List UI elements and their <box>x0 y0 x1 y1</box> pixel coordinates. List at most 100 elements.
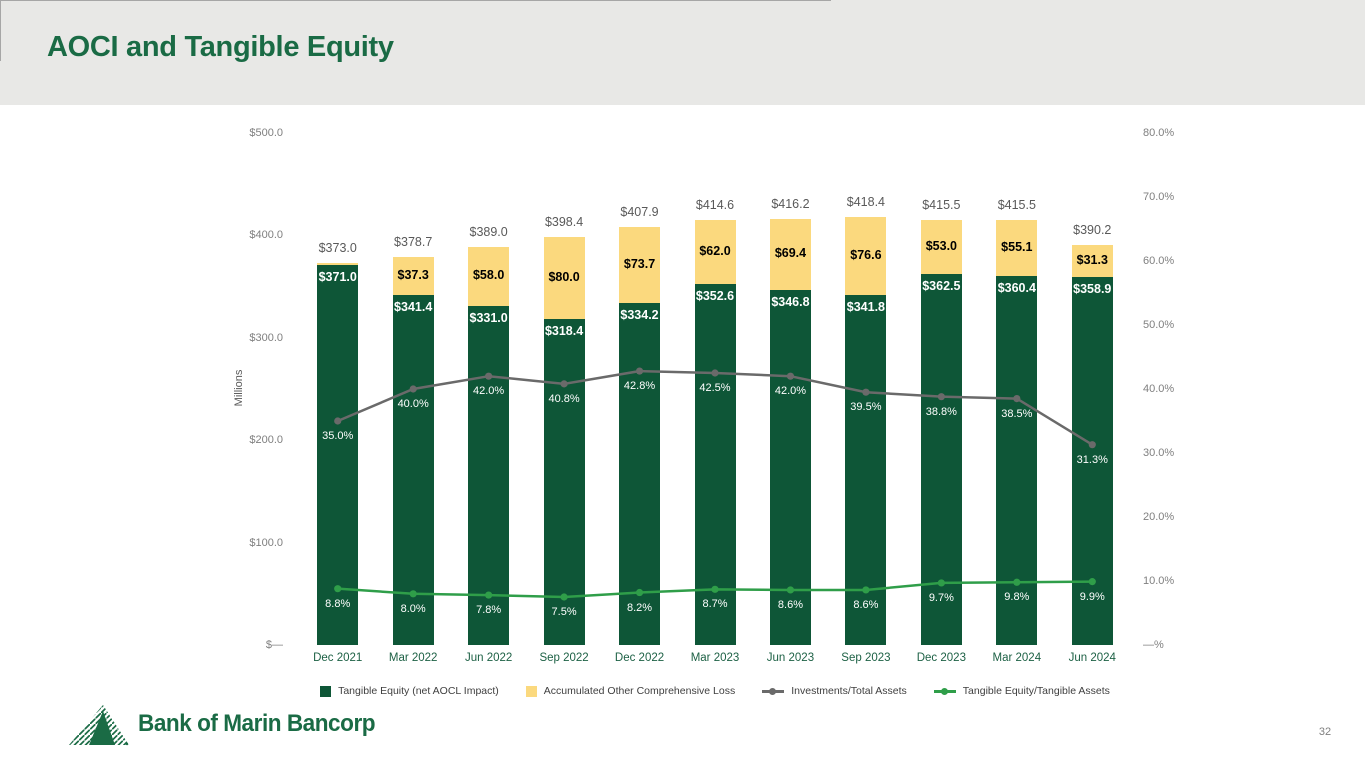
legend-label: Tangible Equity/Tangible Assets <box>962 685 1110 697</box>
bar-segment-tangible-equity <box>317 265 359 645</box>
line-point-label: 7.8% <box>476 604 502 617</box>
legend-line-marker <box>769 687 777 695</box>
bar-total-label: $415.5 <box>922 197 961 212</box>
x-axis-tick <box>0 21 1 26</box>
x-axis-tick <box>0 46 1 51</box>
legend-item: Accumulated Other Comprehensive Loss <box>525 685 735 697</box>
legend-square-swatch <box>525 685 537 697</box>
bar-total-label: $407.9 <box>620 205 659 220</box>
bar-segment-tangible-equity <box>468 306 510 645</box>
bar-aocl-label: $58.0 <box>472 268 505 283</box>
right-axis-tick-label: 80.0% <box>1143 127 1175 139</box>
line-point-label: 42.5% <box>699 382 731 394</box>
line-data-point <box>862 586 870 594</box>
bar-total-label: $418.4 <box>846 194 886 209</box>
line-point-label: 42.0% <box>774 385 807 398</box>
line-point-label: 8.6% <box>777 598 803 611</box>
line-data-point <box>409 590 417 598</box>
line-data-point <box>334 417 342 425</box>
line-point-label: 40.8% <box>548 392 580 405</box>
bar-tangible-equity-label: $334.2 <box>620 307 659 322</box>
line-point-label: 40.0% <box>397 398 429 410</box>
line-data-point <box>937 393 945 401</box>
x-axis-tick <box>0 6 1 11</box>
company-logo-text: Bank of Marin Bancorp <box>138 710 376 737</box>
left-axis-tick-label: $400.0 <box>249 229 283 242</box>
bar-total-label: $378.7 <box>394 235 433 250</box>
bar-segment-tangible-equity <box>694 283 736 645</box>
slide-header-band: AOCI and Tangible Equity <box>0 0 1365 105</box>
x-axis-category-label: Sep 2022 <box>539 652 589 664</box>
bar-aocl-label: $37.3 <box>397 268 429 283</box>
line-point-label: 38.8% <box>925 405 957 418</box>
line-data-point <box>1088 578 1096 586</box>
legend-item: Tangible Equity (net AOCL Impact) <box>320 685 499 697</box>
x-axis-category-label: Jun 2023 <box>766 652 815 664</box>
legend-line-swatch <box>933 687 956 696</box>
bar-segment-aocl <box>769 218 811 290</box>
x-axis-category-label: Jun 2024 <box>1068 652 1116 664</box>
line-data-point <box>937 579 945 587</box>
left-axis-tick-label: $500.0 <box>249 127 283 139</box>
line-point-label: 39.5% <box>850 401 882 414</box>
x-axis-category-label: Dec 2022 <box>614 652 665 664</box>
x-axis-category-label: Sep 2023 <box>841 652 891 664</box>
bar-segment-tangible-equity <box>543 318 585 645</box>
x-axis-line <box>0 0 831 1</box>
legend-item: Investments/Total Assets <box>762 685 907 697</box>
bar-tangible-equity-label: $358.9 <box>1073 282 1112 297</box>
bar-total-label: $373.0 <box>318 241 357 256</box>
x-axis-category-label: Dec 2021 <box>313 652 363 664</box>
bar-segment-aocl <box>317 263 359 266</box>
overlay-lines <box>334 367 1096 601</box>
line-point-label: 9.9% <box>1079 590 1105 603</box>
left-axis-tick-label: $300.0 <box>249 331 283 344</box>
line-data-point <box>786 372 795 380</box>
bar-tangible-equity-label: $360.4 <box>997 280 1036 295</box>
bar-segment-tangible-equity <box>619 302 661 645</box>
right-axis-tick-label: 60.0% <box>1143 255 1175 267</box>
x-axis-category-label: Mar 2022 <box>388 652 438 664</box>
line-data-point <box>485 372 493 380</box>
line-data-point <box>334 585 342 593</box>
bar-aocl-label: $80.0 <box>548 269 580 284</box>
right-axis-tick-label: 30.0% <box>1143 447 1175 459</box>
page-number: 32 <box>1318 726 1332 738</box>
line-data-point <box>786 586 795 594</box>
x-axis-tick <box>0 56 1 61</box>
line-point-label: 8.6% <box>853 598 879 611</box>
line-point-label: 8.0% <box>400 602 426 615</box>
right-axis-tick-label: 20.0% <box>1143 511 1175 523</box>
line-point-label: 42.8% <box>623 380 656 393</box>
bar-tangible-equity-label: $318.4 <box>544 323 584 338</box>
line-data-point <box>409 385 417 393</box>
bar-segment-aocl <box>468 246 510 307</box>
mountain-logo-icon <box>69 705 129 746</box>
legend-label: Tangible Equity (net AOCL Impact) <box>338 685 499 697</box>
x-axis-tick <box>0 36 1 41</box>
line-data-point <box>560 593 568 601</box>
company-logo: Bank of Marin Bancorp <box>68 702 390 746</box>
bar-segment-aocl <box>920 219 962 274</box>
bar-segment-aocl <box>392 257 434 296</box>
line-data-point <box>485 591 493 599</box>
x-axis-tick <box>0 11 1 16</box>
line-data-point <box>862 388 870 396</box>
legend-item: Tangible Equity/Tangible Assets <box>933 685 1110 697</box>
bar-tangible-equity-label: $352.6 <box>695 288 735 303</box>
left-axis-tick-label: $200.0 <box>249 434 283 447</box>
line-point-label: 8.7% <box>702 598 728 611</box>
line-data-point <box>1013 395 1021 403</box>
line-point-label: 7.5% <box>551 606 577 618</box>
line-data-point <box>1088 441 1096 449</box>
line-data-point <box>711 585 719 593</box>
right-axis-tick-label: 10.0% <box>1143 575 1175 587</box>
bar-total-label: $398.4 <box>544 215 584 230</box>
bar-segment-aocl <box>543 237 585 319</box>
line-point-label: 35.0% <box>322 430 354 442</box>
bar-segment-aocl <box>996 219 1038 276</box>
bar-segment-tangible-equity <box>769 289 811 645</box>
line-data-point <box>560 380 568 388</box>
bar-total-label: $414.6 <box>695 198 735 213</box>
